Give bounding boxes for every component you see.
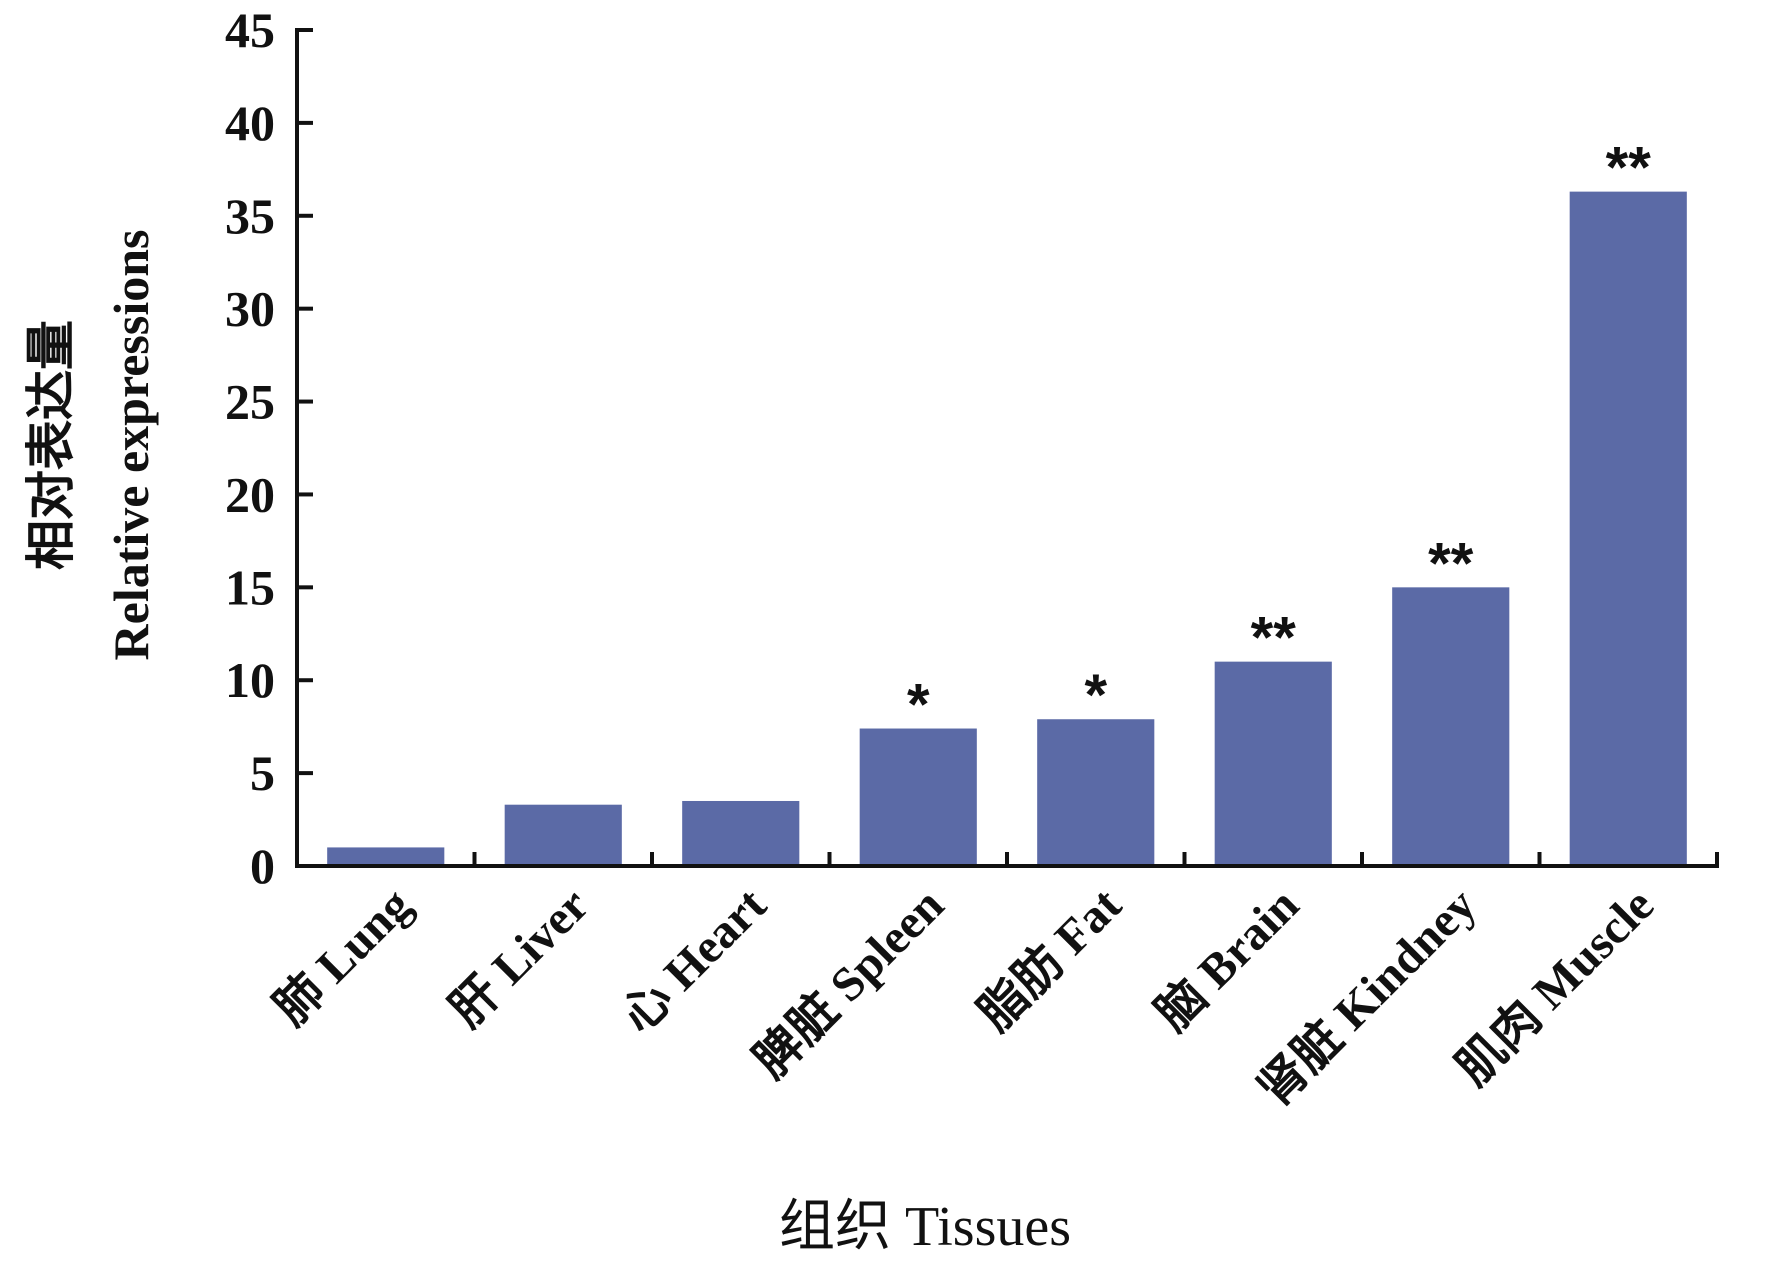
bar (1037, 719, 1155, 866)
significance-label: ** (1428, 531, 1474, 596)
significance-label: * (1084, 663, 1107, 728)
significance-label: ** (1251, 606, 1297, 671)
y-tick-label: 20 (225, 466, 275, 522)
bar (504, 804, 622, 866)
bar (327, 847, 445, 866)
x-tick-label: 脂肪 Fat (969, 878, 1132, 1041)
y-tick-label: 10 (225, 652, 275, 708)
x-tick-label: 肺 Lung (264, 878, 421, 1035)
y-axis-title: Relative expressions (103, 230, 159, 661)
bar (1569, 191, 1687, 867)
y-tick-label: 0 (250, 838, 275, 894)
y-tick-label: 40 (225, 95, 275, 151)
x-tick-label: 脑 Brain (1146, 878, 1309, 1041)
y-tick-label: 25 (225, 374, 275, 430)
y-tick-label: 15 (225, 559, 275, 615)
bar (1214, 661, 1332, 866)
y-tick-label: 5 (250, 745, 275, 801)
x-tick-label: 肝 Liver (440, 878, 599, 1037)
x-axis-title: 组织 Tissues (779, 1196, 1071, 1258)
significance-label: * (907, 673, 930, 738)
significance-label: ** (1606, 136, 1652, 201)
x-tick-label: 心 Heart (612, 878, 777, 1043)
plot-area: 肺 Lung 肝 Liver 心 Heart * 脾脏 Spleen * 脂肪 Fat ** 脑… (225, 2, 1719, 1117)
y-tick-label: 35 (225, 188, 275, 244)
y-axis-title-zh: 相对表达量 (23, 320, 79, 570)
y-tick-label: 45 (225, 2, 275, 58)
y-tick-label: 30 (225, 281, 275, 337)
x-tick-label: 脾脏 Spleen (744, 878, 954, 1088)
bar (682, 800, 800, 866)
bar (859, 728, 977, 866)
bar (1392, 587, 1510, 866)
